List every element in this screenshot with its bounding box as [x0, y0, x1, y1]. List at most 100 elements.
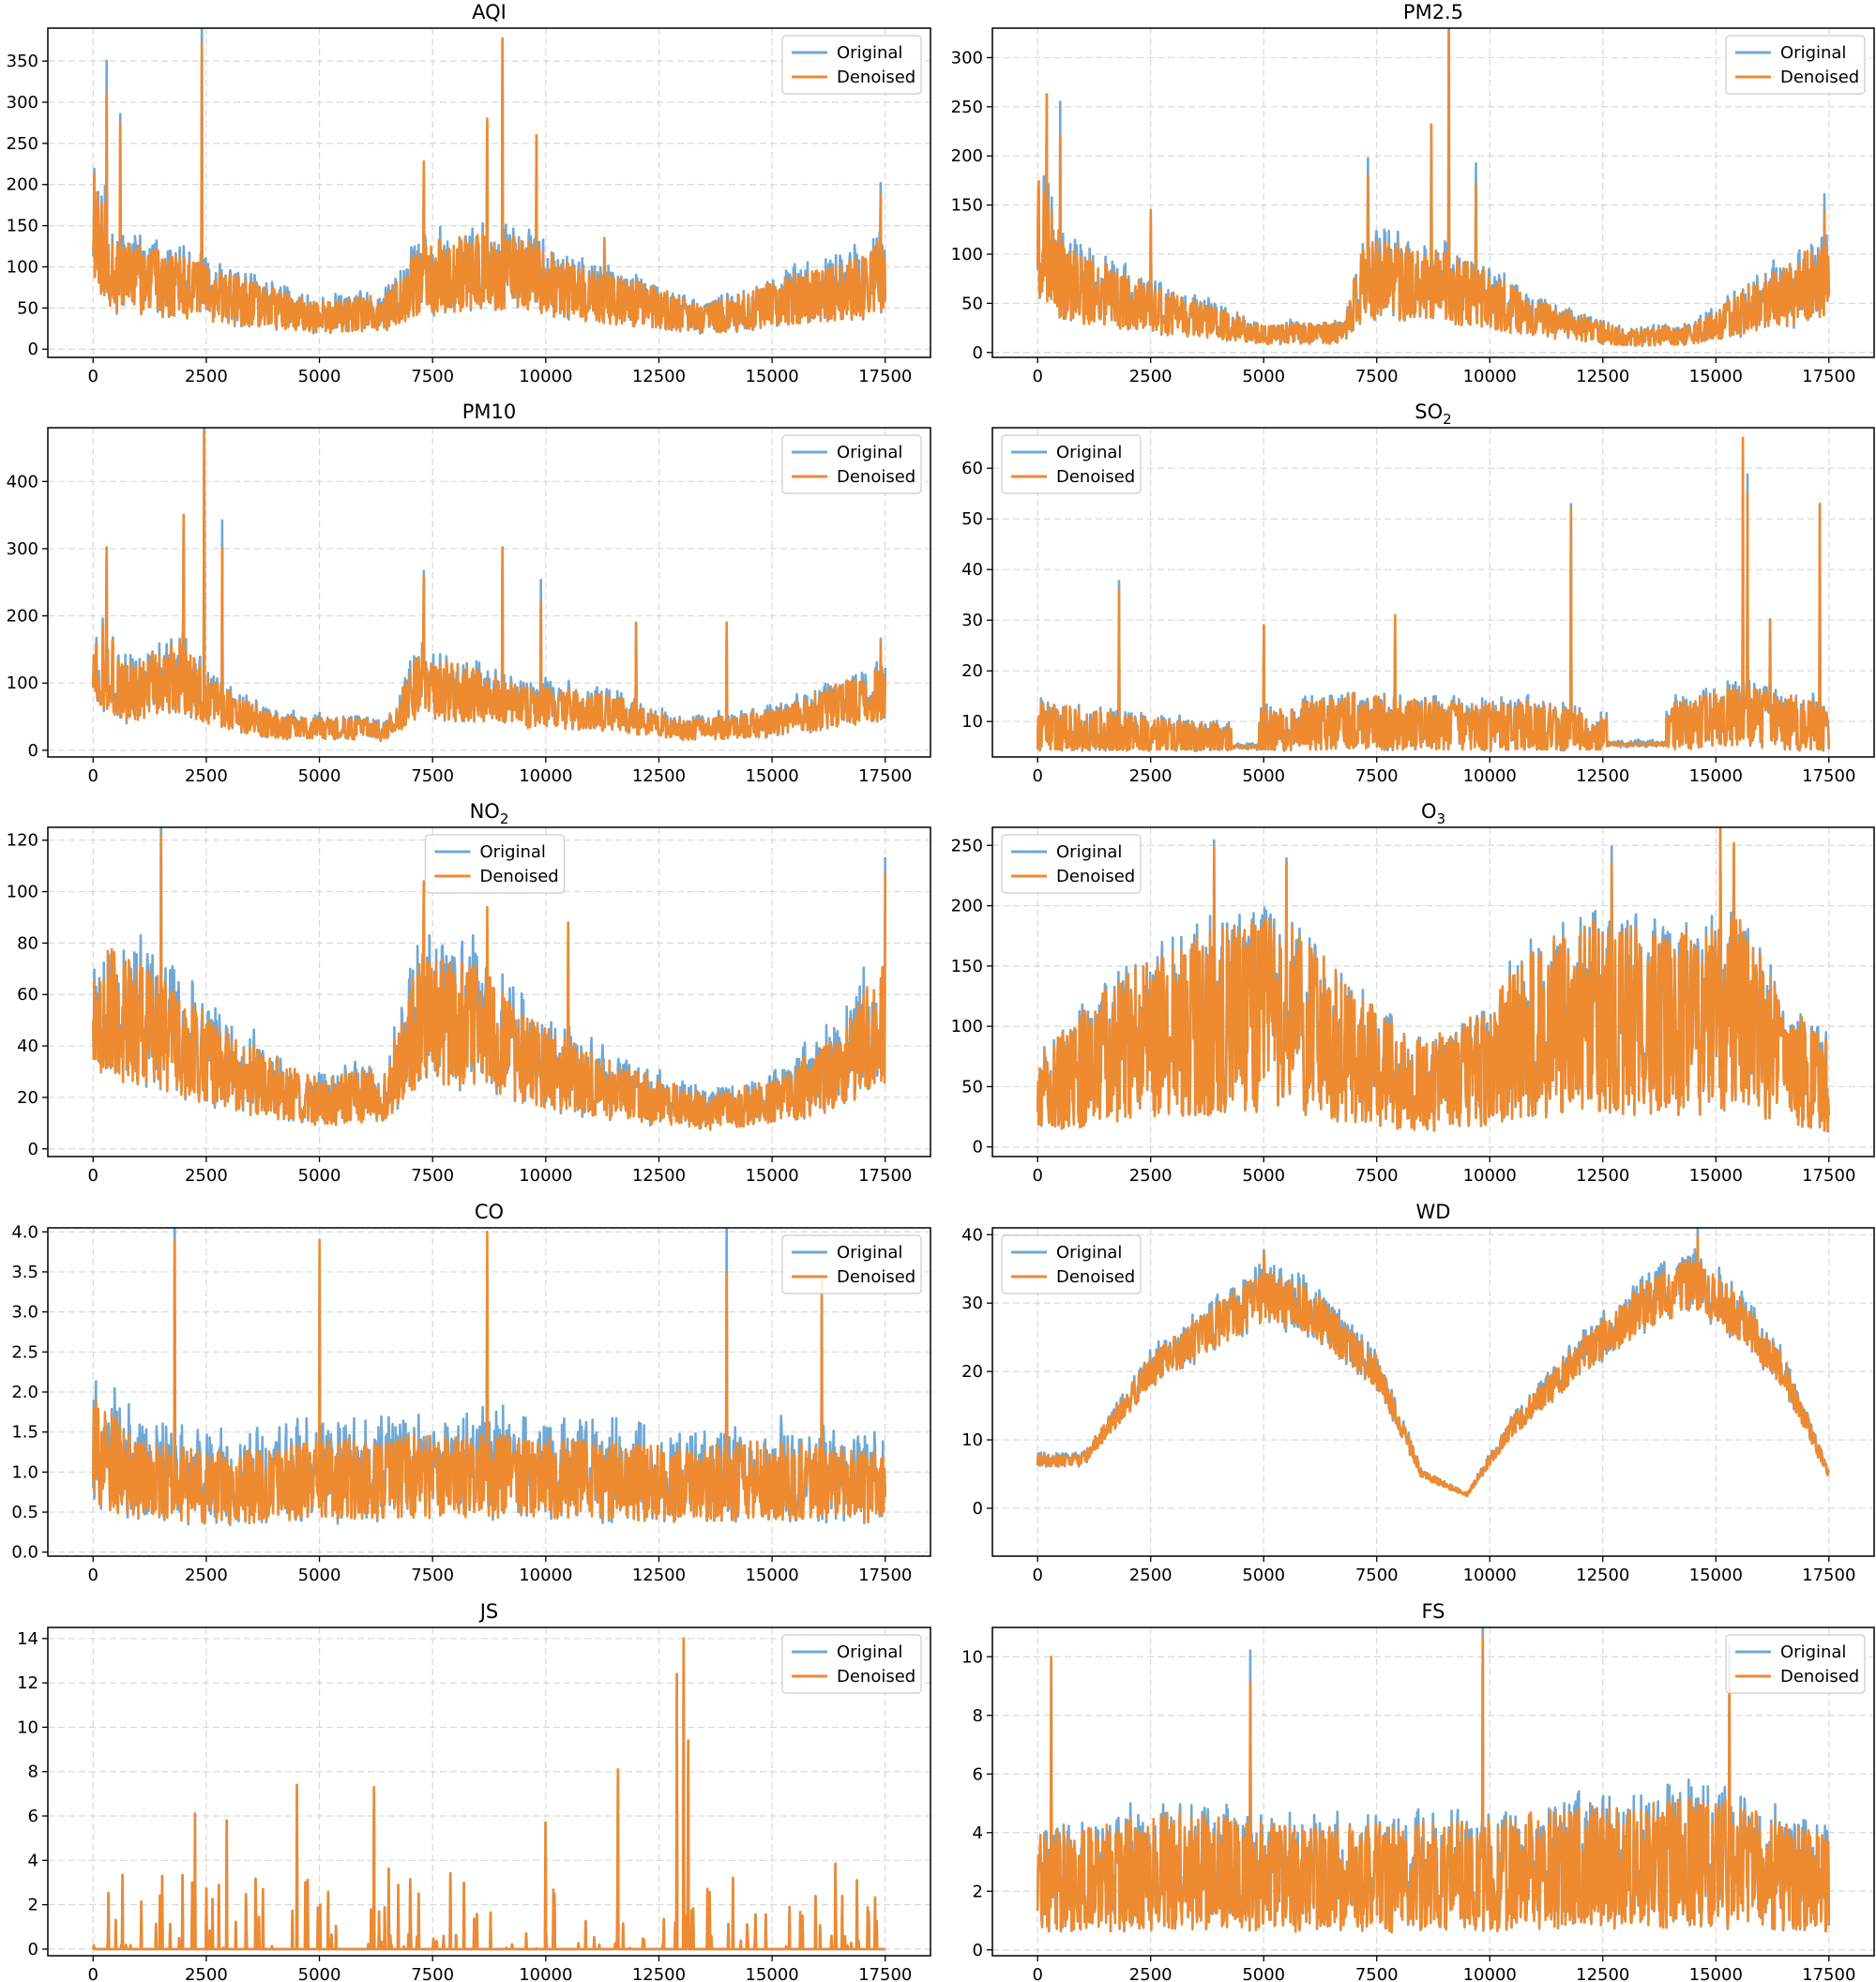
- axes-frame: [47, 1626, 931, 1957]
- y-tick-label: 150: [951, 196, 983, 216]
- y-tick-label: 0.0: [11, 1543, 38, 1563]
- chart-no2: 0 2500 5000 7500 10000 12500 15000 17500 0 20 40 60…: [7, 800, 931, 1186]
- y-tick-label: 40: [961, 560, 983, 580]
- series-denoised-line: [92, 430, 886, 742]
- x-tick-label: 7500: [1355, 1166, 1399, 1186]
- y-tick-label: 2: [973, 1882, 983, 1901]
- legend-label-denoised: Denoised: [1056, 467, 1135, 487]
- y-tick-label: 0: [28, 1940, 38, 1959]
- legend-label-original: Original: [837, 443, 902, 462]
- y-tick-label: 300: [951, 48, 983, 68]
- series-denoised-line: [1036, 1635, 1831, 1933]
- legend-box: [1001, 1234, 1142, 1294]
- y-tick-label: 150: [7, 217, 38, 236]
- y-tick-label: 20: [961, 661, 983, 681]
- legend-label-original: Original: [837, 1243, 902, 1263]
- x-tick-label: 0: [88, 1566, 98, 1585]
- x-tick-label: 2500: [1129, 1965, 1172, 1982]
- y-tick-label: 40: [17, 1036, 38, 1056]
- x-tick-label: 15000: [745, 1965, 798, 1982]
- series-denoised-line: [1036, 31, 1831, 347]
- chart-title: FS: [1421, 1600, 1445, 1623]
- x-tick-label: 15000: [1689, 1166, 1743, 1186]
- y-tick-label: 100: [7, 257, 38, 277]
- y-tick-label: 60: [17, 985, 38, 1005]
- legend-label-denoised: Denoised: [1780, 1667, 1859, 1687]
- legend-box: [781, 434, 922, 494]
- x-tick-label: 10000: [519, 1166, 572, 1186]
- legend-label-original: Original: [480, 842, 546, 862]
- x-tick-label: 5000: [1242, 367, 1285, 386]
- x-tick-label: 10000: [1463, 1965, 1517, 1982]
- x-tick-label: 12500: [632, 1965, 686, 1982]
- x-tick-label: 17500: [1802, 1166, 1855, 1186]
- legend-box: [424, 834, 566, 894]
- y-tick-label: 100: [7, 673, 38, 693]
- legend: Original Denoised: [1001, 434, 1142, 494]
- x-tick-label: 0: [1032, 367, 1042, 386]
- x-tick-label: 10000: [519, 1566, 572, 1585]
- x-tick-label: 0: [88, 367, 98, 386]
- x-tick-label: 12500: [632, 1166, 686, 1186]
- legend-label-denoised: Denoised: [1056, 1267, 1135, 1287]
- legend: Original Denoised: [781, 1234, 922, 1294]
- y-tick-label: 12: [17, 1673, 38, 1693]
- chart-title: JS: [478, 1600, 499, 1623]
- y-tick-label: 30: [961, 1294, 983, 1313]
- x-tick-label: 17500: [1802, 766, 1855, 786]
- x-tick-label: 10000: [1463, 766, 1517, 786]
- x-tick-label: 15000: [1689, 766, 1743, 786]
- x-tick-label: 7500: [1355, 1566, 1399, 1585]
- y-tick-label: 4: [973, 1823, 983, 1843]
- legend-box: [781, 1634, 922, 1694]
- x-tick-label: 17500: [858, 367, 912, 386]
- x-tick-label: 17500: [858, 766, 912, 786]
- x-tick-label: 17500: [858, 1166, 912, 1186]
- y-tick-label: 10: [961, 712, 983, 732]
- y-tick-label: 3.0: [11, 1303, 38, 1323]
- y-tick-label: 50: [961, 1077, 983, 1097]
- x-tick-label: 15000: [1689, 367, 1743, 386]
- y-tick-label: 120: [7, 831, 38, 851]
- y-tick-label: 100: [951, 1017, 983, 1036]
- x-tick-label: 15000: [1689, 1965, 1743, 1982]
- y-tick-label: 200: [951, 897, 983, 916]
- x-tick-label: 12500: [1576, 1166, 1629, 1186]
- x-tick-label: 5000: [298, 766, 341, 786]
- y-tick-label: 300: [7, 93, 38, 113]
- x-tick-label: 0: [88, 766, 98, 786]
- x-tick-label: 0: [88, 1166, 98, 1186]
- y-tick-label: 300: [7, 539, 38, 559]
- axes-frame: [47, 427, 931, 758]
- y-tick-label: 6: [28, 1807, 38, 1826]
- x-tick-label: 0: [1032, 1166, 1042, 1186]
- legend-label-denoised: Denoised: [480, 867, 559, 886]
- y-tick-label: 50: [961, 294, 983, 313]
- chart-fs: 0 2500 5000 7500 10000 12500 15000 17500 0 2 4 6 8 10…: [961, 1600, 1875, 1982]
- y-tick-label: 0: [973, 1138, 983, 1157]
- x-tick-label: 7500: [1355, 766, 1399, 786]
- series-denoised-line: [92, 1637, 886, 1951]
- legend-label-denoised: Denoised: [837, 1267, 915, 1287]
- x-tick-label: 7500: [411, 1166, 454, 1186]
- y-tick-label: 2.0: [11, 1383, 38, 1402]
- chart-title: SO2: [1415, 401, 1451, 428]
- y-tick-label: 20: [17, 1088, 38, 1108]
- legend-label-original: Original: [1056, 443, 1122, 462]
- y-tick-label: 400: [7, 472, 38, 492]
- series-denoised-line: [1036, 436, 1831, 751]
- x-tick-label: 2500: [185, 766, 228, 786]
- x-tick-label: 2500: [185, 1166, 228, 1186]
- chart-title: WD: [1416, 1201, 1451, 1223]
- x-tick-label: 0: [88, 1965, 98, 1982]
- x-tick-label: 2500: [1129, 367, 1172, 386]
- chart-co: 0 2500 5000 7500 10000 12500 15000 17500 0.0 0.5 1…: [11, 1201, 931, 1585]
- x-tick-label: 15000: [745, 1566, 798, 1585]
- legend-label-original: Original: [1056, 842, 1122, 862]
- x-tick-label: 10000: [519, 367, 572, 386]
- axes-frame: [991, 1626, 1875, 1957]
- y-tick-label: 60: [961, 459, 983, 478]
- series-denoised-line: [1036, 828, 1831, 1133]
- axes-frame: [47, 27, 931, 358]
- legend-box: [1001, 434, 1142, 494]
